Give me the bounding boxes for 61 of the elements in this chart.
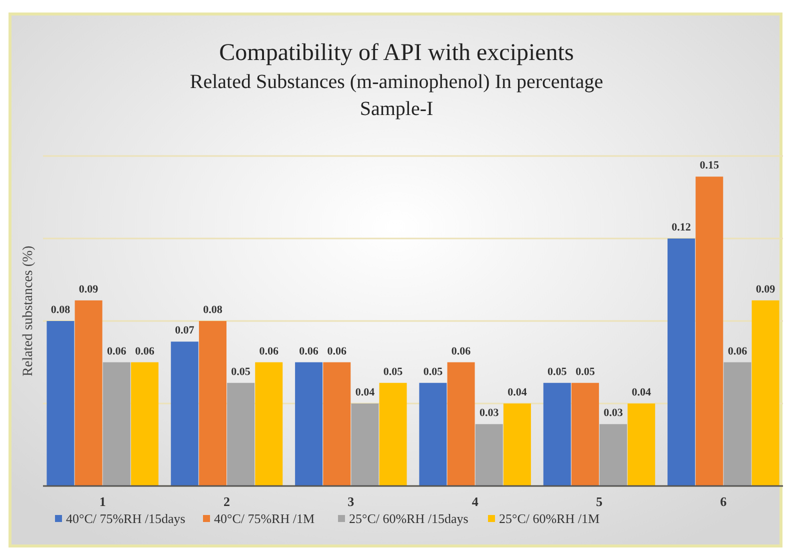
- data-label: 0.06: [259, 345, 279, 358]
- bar: [419, 382, 447, 486]
- bar: [130, 362, 158, 486]
- data-label: 0.04: [355, 386, 376, 398]
- bar: [543, 382, 571, 486]
- data-label: 0.05: [383, 366, 404, 378]
- bar: [295, 362, 323, 486]
- bar: [351, 404, 379, 486]
- data-label: 0.06: [299, 345, 319, 358]
- y-axis-title: Related substances (%): [21, 245, 36, 376]
- data-label: 0.06: [451, 345, 472, 358]
- data-label: 0.04: [632, 386, 652, 398]
- data-label: 0.06: [728, 345, 748, 358]
- data-label: 0.05: [423, 366, 444, 378]
- data-label: 0.04: [508, 386, 528, 398]
- data-label: 0.05: [576, 366, 596, 378]
- data-label: 0.09: [756, 283, 776, 296]
- bar: [503, 404, 531, 486]
- bar: [323, 362, 351, 486]
- legend-label: 25°C/ 60%RH /1M: [499, 511, 600, 526]
- data-label: 0.07: [175, 324, 195, 337]
- bar: [475, 424, 503, 486]
- data-label: 0.06: [107, 345, 127, 358]
- bar: [379, 382, 407, 486]
- bar: [628, 404, 656, 486]
- bar: [600, 424, 628, 486]
- data-label: 0.08: [203, 304, 223, 316]
- legend-label: 40°C/ 75%RH /15days: [66, 511, 186, 526]
- legend-label: 25°C/ 60%RH /15days: [349, 511, 468, 526]
- data-label: 0.06: [327, 345, 348, 358]
- bar: [255, 362, 283, 486]
- bar: [170, 342, 198, 486]
- bar: [571, 382, 599, 486]
- bar: [447, 362, 475, 486]
- x-tick-label: 1: [99, 494, 106, 509]
- bar: [46, 321, 74, 486]
- chart-subtitle: Related Substances (m-aminophenol) In percentage Sample-I: [190, 71, 604, 120]
- data-label: 0.05: [231, 366, 251, 378]
- bar: [668, 238, 696, 486]
- data-label: 0.08: [50, 304, 71, 316]
- data-label: 0.03: [604, 407, 624, 420]
- data-label: 0.15: [700, 160, 720, 172]
- x-tick-label: 2: [224, 494, 230, 509]
- x-tick-label: 4: [472, 494, 479, 509]
- bar: [198, 321, 226, 486]
- chart-title: Compatibility of API with excipients: [219, 40, 574, 66]
- bar: [752, 300, 780, 486]
- x-tick-label: 5: [596, 494, 603, 509]
- legend-label: 40°C/ 75%RH /1M: [214, 511, 315, 526]
- bar: [74, 300, 102, 486]
- bar: [227, 382, 255, 486]
- data-label: 0.09: [78, 283, 99, 296]
- data-label: 0.05: [548, 366, 568, 378]
- bar: [696, 176, 724, 486]
- data-label: 0.03: [479, 407, 500, 420]
- bar: [724, 362, 752, 486]
- data-label: 0.12: [672, 222, 692, 234]
- bar: [102, 362, 130, 486]
- x-tick-label: 3: [348, 494, 355, 509]
- x-tick-label: 6: [720, 494, 728, 509]
- data-label: 0.06: [135, 345, 155, 358]
